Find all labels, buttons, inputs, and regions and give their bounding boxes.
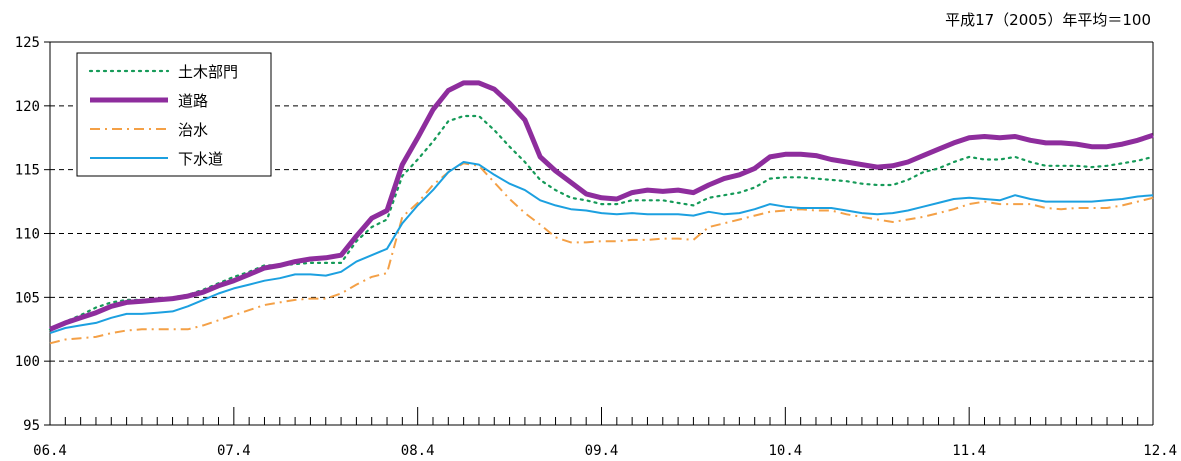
series-lines [48,80,1155,345]
legend-label-3: 下水道 [178,150,223,168]
series-line-1 [49,80,1154,332]
y-tick-label-105: 105 [15,290,40,306]
index-base-note: 平成17（2005）年平均＝100 [945,11,1151,29]
axes: 95 100 105 110 115 120 125 06.4 07.4 08.4 09.4 10.4… [15,35,1177,459]
x-tick-label-3: 09.4 [585,443,619,459]
x-tick-label-2: 08.4 [401,443,435,459]
x-tick-label-4: 10.4 [768,443,802,459]
y-tick-label-100: 100 [15,354,40,370]
x-tick-label-1: 07.4 [217,443,251,459]
series-line-2 [49,162,1154,345]
legend-label-2: 治水 [178,121,208,139]
series-line-0 [48,114,1155,331]
x-tick-label-5: 11.4 [952,443,986,459]
y-tick-label-120: 120 [15,99,40,115]
gridlines [50,105,1153,362]
y-tick-label-110: 110 [15,227,40,243]
x-tick-label-0: 06.4 [33,443,67,459]
legend-label-0: 土木部門 [178,63,238,81]
series-line-3 [49,161,1154,335]
y-tick-label-115: 115 [15,163,40,179]
legend-box [76,52,272,177]
y-tick-label-125: 125 [15,35,40,51]
legend-label-1: 道路 [178,92,208,110]
x-tick-label-6: 12.4 [1143,443,1177,459]
y-tick-label-95: 95 [23,418,40,434]
